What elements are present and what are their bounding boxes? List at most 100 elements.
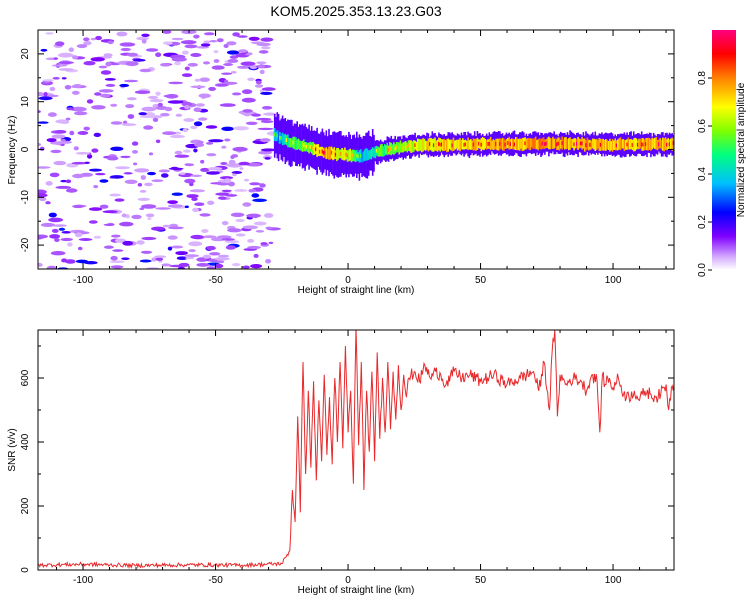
noise-blob — [184, 44, 198, 49]
noise-blob — [157, 102, 163, 107]
noise-blob — [134, 168, 150, 173]
noise-blob — [209, 40, 218, 43]
noise-blob — [259, 183, 266, 188]
noise-blob — [250, 264, 263, 269]
noise-blob — [149, 99, 164, 103]
signal-core — [525, 138, 528, 150]
noise-blob — [132, 150, 138, 154]
noise-blob — [205, 125, 218, 129]
signal-core — [613, 140, 615, 150]
noise-blob — [162, 224, 170, 228]
signal-core — [275, 131, 277, 142]
signal-core — [402, 142, 404, 153]
noise-blob — [221, 126, 234, 131]
noise-blob — [261, 87, 276, 91]
noise-blob — [183, 118, 195, 122]
signal-core — [370, 148, 373, 160]
signal-core — [609, 138, 611, 152]
noise-blob — [203, 61, 210, 65]
noise-blob — [132, 58, 146, 62]
noise-blob — [199, 77, 210, 82]
signal-core — [448, 139, 451, 150]
noise-blob — [247, 245, 261, 250]
noise-blob — [93, 132, 102, 137]
noise-blob — [45, 201, 51, 205]
signal-core — [363, 149, 366, 161]
noise-blob — [40, 222, 56, 227]
noise-blob — [104, 245, 114, 249]
noise-blob — [193, 148, 198, 153]
signal-core — [492, 139, 495, 150]
signal-band — [273, 112, 674, 181]
signal-core — [475, 138, 477, 151]
signal-core — [603, 139, 606, 151]
noise-blob — [232, 92, 242, 96]
signal-core — [403, 141, 406, 152]
noise-blob — [184, 163, 195, 167]
signal-core — [470, 139, 472, 150]
noise-blob — [38, 262, 43, 267]
signal-core — [667, 138, 669, 150]
noise-blob — [237, 65, 250, 69]
noise-blob — [73, 146, 79, 151]
signal-core — [515, 136, 517, 150]
noise-blob — [38, 235, 45, 240]
signal-core — [520, 139, 522, 149]
noise-blob — [145, 213, 155, 218]
signal-core — [533, 137, 536, 149]
noise-blob — [223, 178, 232, 184]
noise-blob — [253, 221, 267, 226]
noise-blob — [245, 121, 258, 126]
noise-blob — [58, 227, 66, 231]
signal-core — [373, 148, 375, 158]
noise-blob — [114, 238, 127, 243]
noise-blob — [133, 162, 138, 166]
noise-blob — [220, 162, 228, 165]
signal-core — [643, 139, 646, 151]
signal-core — [385, 145, 387, 155]
signal-core — [623, 139, 626, 152]
noise-blob — [136, 36, 149, 41]
noise-blob — [190, 53, 202, 57]
noise-blob — [225, 245, 236, 250]
signal-core — [281, 132, 284, 146]
noise-blob — [190, 174, 203, 177]
signal-core — [435, 140, 438, 151]
noise-blob — [115, 166, 130, 170]
signal-core — [656, 139, 659, 151]
noise-blob — [208, 86, 217, 91]
signal-core — [431, 138, 434, 152]
noise-blob — [161, 173, 169, 178]
noise-blob — [208, 139, 224, 143]
noise-blob — [155, 257, 164, 261]
spectrogram-xtick-label: 0 — [345, 275, 351, 286]
noise-blob — [251, 113, 261, 117]
noise-blob — [50, 141, 65, 145]
signal-core — [452, 137, 455, 151]
noise-blob — [235, 218, 245, 223]
noise-blob — [77, 131, 89, 135]
signal-core — [424, 140, 427, 151]
signal-core — [358, 150, 361, 163]
noise-blob — [54, 238, 60, 242]
noise-blob — [190, 234, 204, 240]
noise-blob — [103, 223, 115, 226]
noise-blob — [232, 146, 248, 152]
noise-blob — [191, 197, 198, 201]
spectrogram-content — [38, 30, 674, 269]
signal-core — [650, 139, 652, 151]
signal-core — [295, 137, 297, 150]
signal-core — [625, 140, 627, 150]
noise-blob — [193, 107, 202, 112]
signal-core — [471, 140, 473, 150]
signal-core — [287, 134, 289, 148]
noise-blob — [124, 179, 138, 184]
signal-core — [377, 146, 379, 157]
noise-blob — [48, 212, 57, 218]
signal-core — [422, 138, 424, 152]
noise-blob — [201, 229, 209, 233]
signal-core — [523, 137, 525, 151]
signal-core — [501, 137, 504, 151]
noise-blob — [198, 117, 208, 121]
signal-core — [503, 138, 505, 151]
